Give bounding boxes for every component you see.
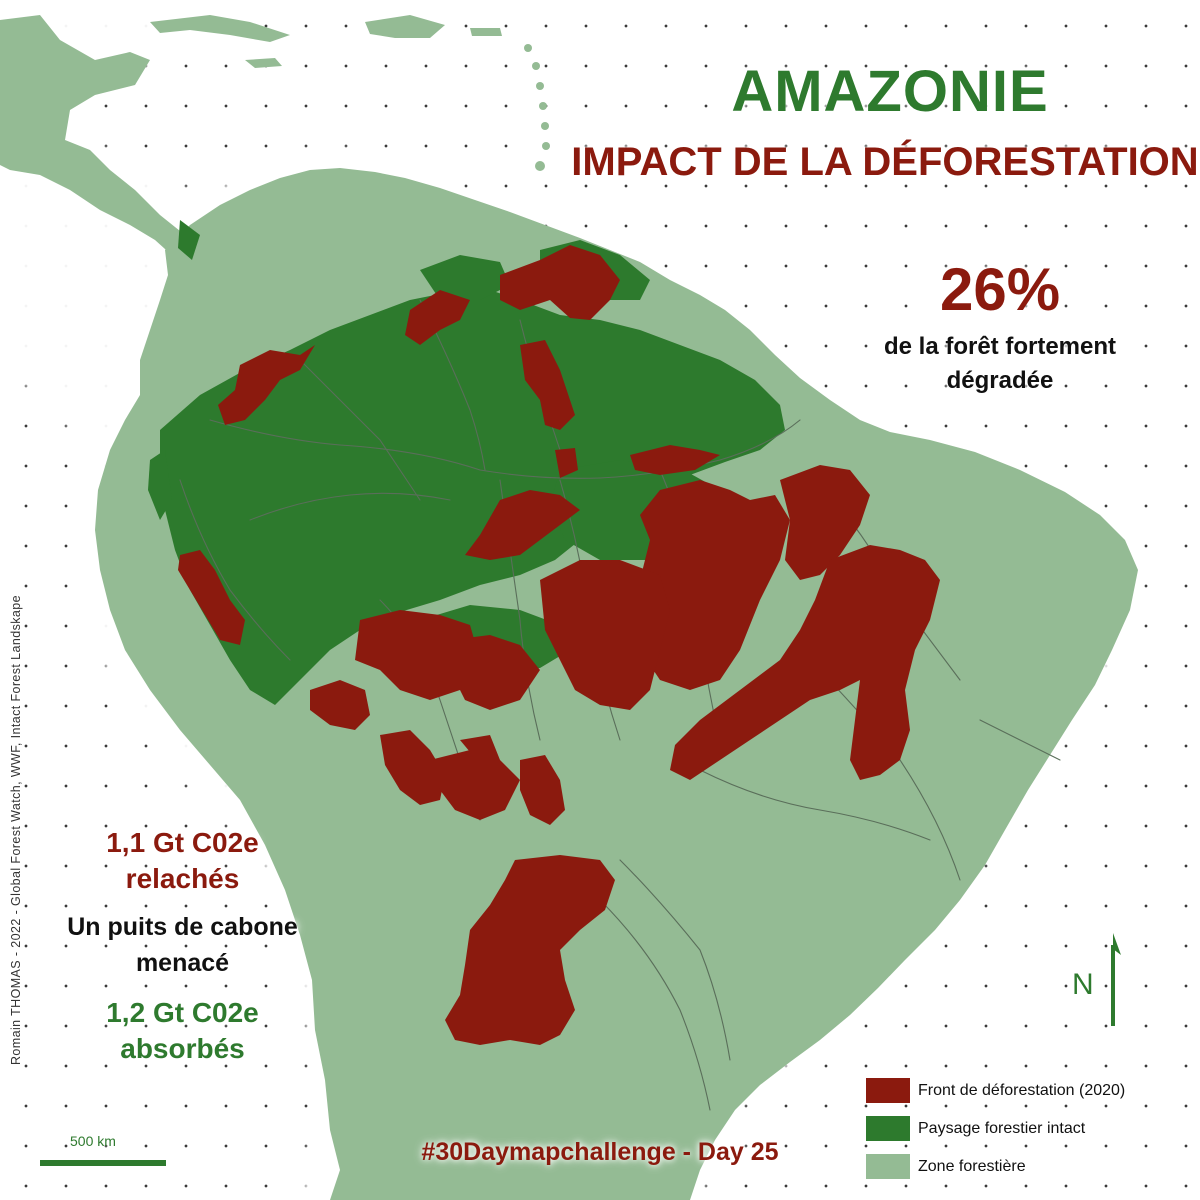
carbon-absorbed-line1: 1,2 Gt C02e: [106, 997, 259, 1028]
north-arrow-icon: [1111, 933, 1121, 1026]
legend-label: Front de déforestation (2020): [918, 1082, 1126, 1099]
scale-bar: 500 km: [40, 1133, 166, 1173]
legend-item-forest-zone: Zone forestière: [866, 1154, 1196, 1180]
stat-caption-line2: dégradée: [946, 367, 1054, 394]
carbon-sink-threat: Un puits de cabone menacé: [30, 909, 335, 981]
carbon-released: 1,1 Gt C02e relachés: [30, 825, 335, 897]
carbon-absorbed-line2: absorbés: [120, 1033, 245, 1064]
stat-caption-line1: de la forêt fortement: [883, 333, 1117, 360]
legend-label: Paysage forestier intact: [918, 1120, 1086, 1137]
deforestation-fronts-layer: [178, 245, 940, 1045]
carbon-absorbed: 1,2 Gt C02e absorbés: [30, 995, 335, 1067]
carbon-threat-line1: Un puits de cabone: [67, 913, 298, 941]
cuba-island: [150, 15, 290, 42]
legend-swatch: [866, 1078, 910, 1103]
legend-label: Zone forestière: [918, 1158, 1026, 1175]
carbon-balance-block: 1,1 Gt C02e relachés Un puits de cabone …: [30, 825, 335, 1067]
degradation-stat-caption: de la forêt fortement dégradée: [840, 330, 1160, 398]
carbon-released-line1: 1,1 Gt C02e: [106, 827, 259, 858]
carbon-released-line2: relachés: [125, 863, 240, 894]
scale-bar-label: 500 km: [70, 1133, 116, 1149]
challenge-hashtag: #30Daymapchallenge - Day 25: [421, 1138, 779, 1166]
north-indicator: N: [1068, 930, 1138, 1030]
carbon-threat-line2: menacé: [135, 949, 230, 977]
north-label: N: [1072, 968, 1094, 1001]
degradation-stat-value: 26%: [939, 256, 1061, 323]
map-subtitle: IMPACT DE LA DÉFORESTATION: [571, 140, 1199, 184]
legend-swatch: [866, 1116, 910, 1141]
hispaniola-island: [365, 15, 445, 38]
lesser-antilles: [524, 44, 550, 171]
legend-item-intact-forest: Paysage forestier intact: [866, 1116, 1196, 1142]
map-legend: Front de déforestation (2020) Paysage fo…: [866, 1078, 1196, 1188]
source-credit: Romain THOMAS - 2022 - Global Forest Wat…: [9, 595, 23, 1065]
legend-item-deforestation-front: Front de déforestation (2020): [866, 1078, 1196, 1104]
jamaica-island: [245, 58, 282, 68]
puerto-rico-island: [470, 28, 502, 36]
scale-bar-line: [40, 1160, 166, 1166]
legend-swatch: [866, 1154, 910, 1179]
central-america-landmass: [0, 15, 200, 270]
map-title: AMAZONIE: [731, 59, 1049, 124]
